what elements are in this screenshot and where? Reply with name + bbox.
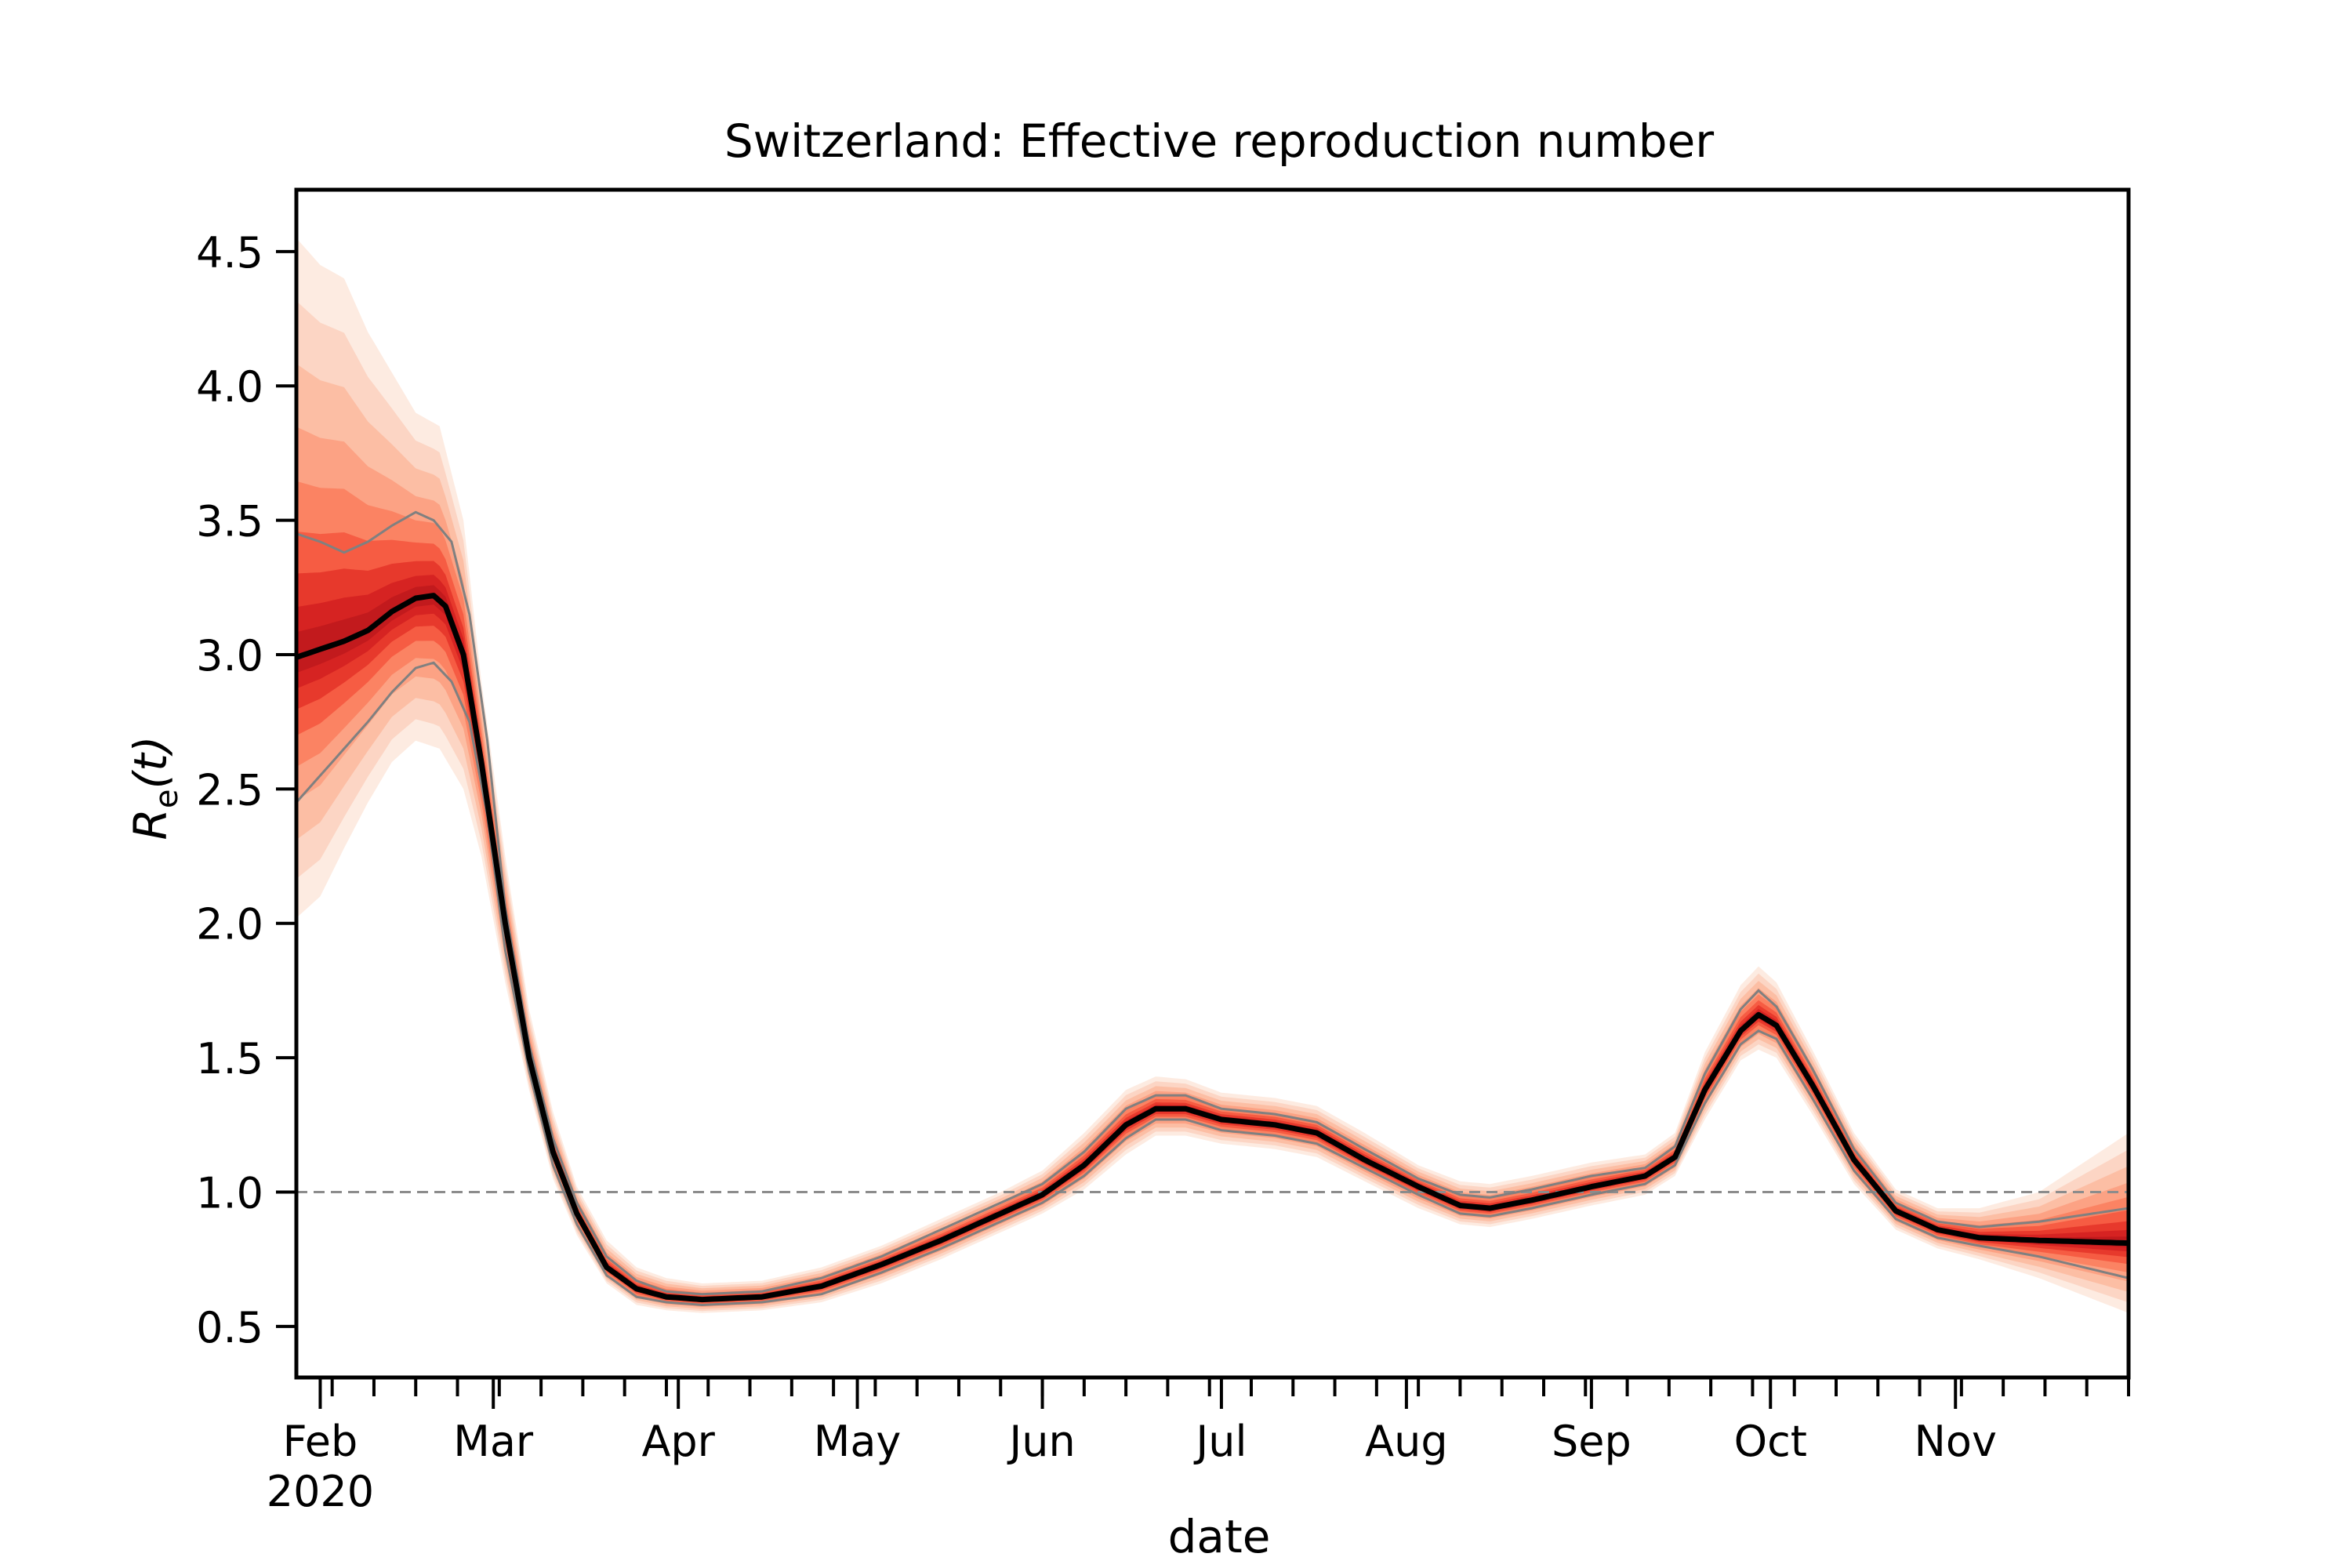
- x-tick-label: Apr: [641, 1417, 715, 1466]
- x-tick-label: May: [814, 1417, 902, 1466]
- interval-lower-line: [296, 661, 2129, 1307]
- x-tick-label: Oct: [1734, 1417, 1807, 1466]
- y-tick-label: 1.0: [196, 1168, 263, 1218]
- y-axis-label-base: R: [124, 808, 177, 840]
- interval-upper-line: [296, 510, 2129, 1296]
- x-tick-label: Jun: [1007, 1417, 1075, 1466]
- svg-text:Re(t): Re(t): [124, 736, 185, 840]
- x-tick-sublabel: 2020: [267, 1467, 374, 1516]
- median-line: [296, 593, 2129, 1303]
- x-axis-label: date: [1168, 1510, 1271, 1563]
- y-tick-label: 3.0: [196, 631, 263, 681]
- plot-frame: [294, 187, 2131, 1380]
- x-tick-label: Mar: [453, 1417, 534, 1466]
- density-band-6: [296, 561, 2129, 1302]
- plot-area: [296, 238, 2129, 1313]
- y-axis-label: Re(t): [124, 736, 185, 840]
- x-tick-label: Sep: [1552, 1417, 1632, 1466]
- y-axis-label-subscript: e: [149, 789, 185, 809]
- y-tick-label: 2.5: [196, 765, 263, 815]
- y-tick-label: 1.5: [196, 1034, 263, 1083]
- x-tick-label: Jul: [1193, 1417, 1247, 1466]
- y-tick-label: 4.0: [196, 362, 263, 412]
- y-tick-label: 2.0: [196, 900, 263, 949]
- y-tick-label: 0.5: [196, 1303, 263, 1352]
- density-band-3: [296, 426, 2129, 1307]
- y-axis-label-suffix: (t): [124, 736, 177, 789]
- y-tick-label: 4.5: [196, 228, 263, 278]
- y-tick-label: 3.5: [196, 497, 263, 546]
- x-tick-label: Aug: [1365, 1417, 1447, 1466]
- x-tick-label: Feb: [283, 1417, 358, 1466]
- x-tick-label: Nov: [1915, 1417, 1997, 1466]
- density-band-5: [296, 532, 2129, 1304]
- chart-title: Switzerland: Effective reproduction numb…: [724, 114, 1714, 168]
